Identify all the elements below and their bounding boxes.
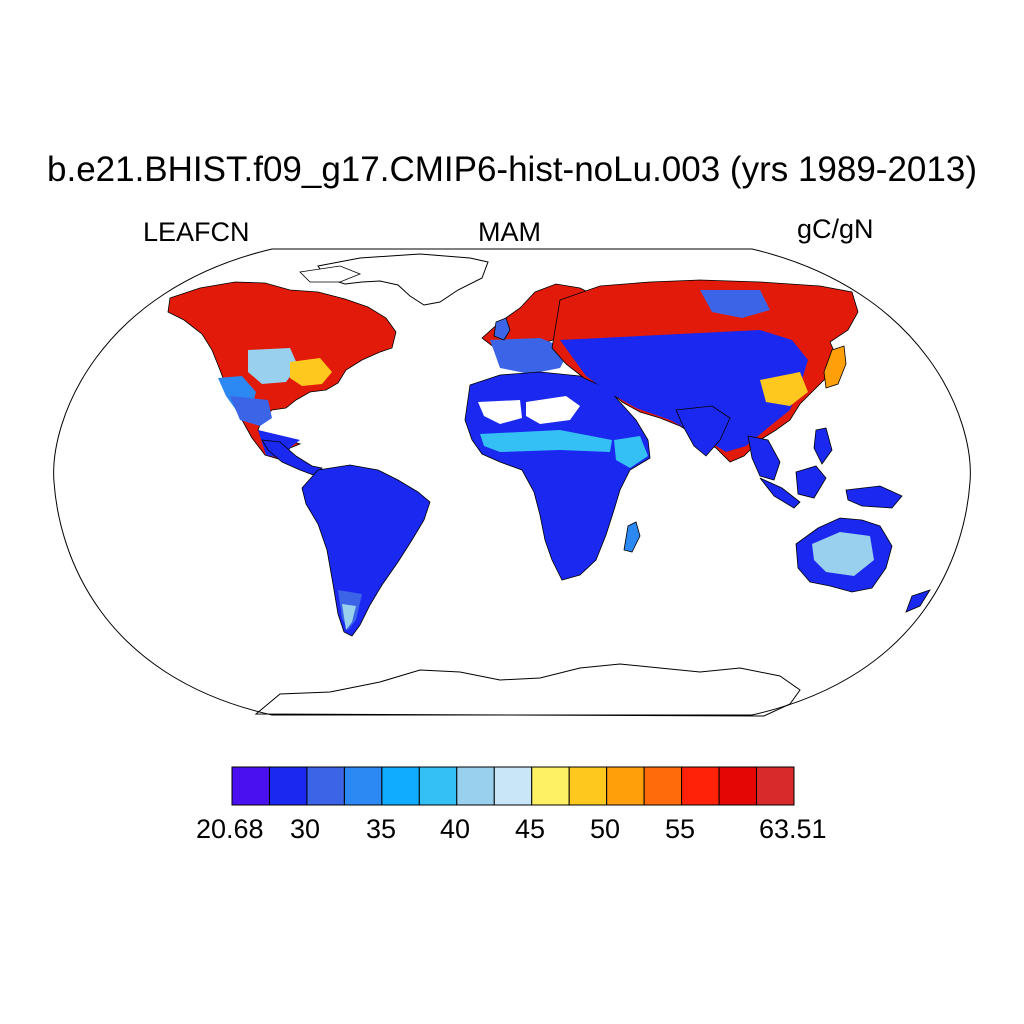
colorbar-box-9 [568,766,608,806]
colorbar-box-8 [531,766,570,806]
siberia-blue-patch [700,290,770,318]
europe-south [490,338,570,374]
colorbar-box-13 [718,766,758,806]
colorbar-box-3 [343,766,383,806]
australia-interior [812,532,874,576]
colorbar-label-4: 45 [515,814,546,844]
colorbar-label-0: 20.68 [196,814,264,844]
sa-southern-tip [342,604,356,630]
colorbar-box-5 [418,766,458,806]
land-fill-layer [167,253,931,717]
borneo-island [795,465,827,499]
variable-label: LEAFCN [143,217,250,247]
sahel-band [480,430,612,452]
colorbar-label-5: 50 [590,814,621,844]
map-boundary [53,248,971,716]
colorbar-box-14 [756,766,795,806]
colorbar-box-11 [643,766,683,806]
colorbar-label-1: 30 [290,814,321,844]
sumatra-island [759,477,801,509]
greenland-land [317,253,489,306]
colorbar-box-1 [268,766,308,806]
se-asia-land [747,435,781,481]
madagascar-land [623,521,641,553]
china-yellow-band [760,372,808,406]
colorbar-box-10 [606,766,645,806]
colorbar-box-4 [381,766,420,806]
na-interior-east [290,358,332,386]
sahara-no-data-1 [478,400,522,424]
colorbar-box-2 [306,766,345,806]
new-zealand-land [905,589,931,613]
na-south [230,396,272,426]
uk-land [493,317,511,341]
plot-title: b.e21.BHIST.f09_g17.CMIP6-hist-noLu.003 … [47,150,977,189]
season-label: MAM [478,217,541,247]
colorbar-label-6: 55 [665,814,696,844]
colorbar-box-0 [231,766,270,806]
south-america-land [301,464,431,637]
arctic-islands-outline [299,265,362,283]
east-africa-band [614,436,648,468]
colorbar-label-2: 35 [366,814,397,844]
colorbar [231,766,795,806]
colorbar-box-7 [493,766,533,806]
philippines-island [813,427,833,465]
na-interior-center [248,348,298,384]
central-asia-band [560,330,808,452]
india-land [675,405,731,457]
units-label: gC/gN [797,214,874,244]
colorbar-label-3: 40 [440,814,471,844]
colorbar-box-6 [456,766,495,806]
colorbar-box-12 [681,766,720,806]
japan-land [823,345,847,389]
antarctica-outline [254,663,801,717]
colorbar-label-7: 63.51 [759,814,827,844]
sahara-no-data-2 [526,396,580,424]
new-guinea-island [845,485,903,509]
